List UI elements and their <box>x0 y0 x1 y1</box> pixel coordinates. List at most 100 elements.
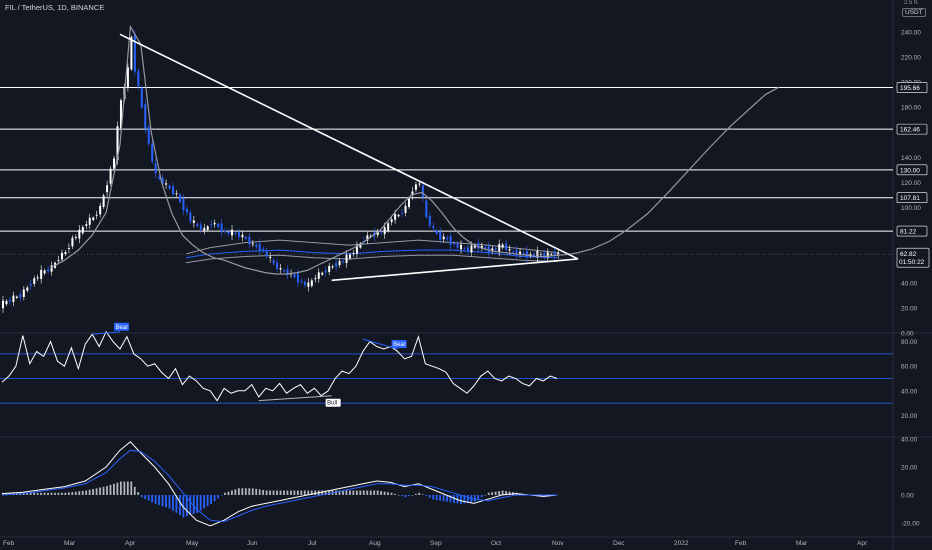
macd-histogram-bar <box>88 489 91 495</box>
candle-body <box>317 272 320 279</box>
candle-body <box>269 256 272 259</box>
level-price-label: 195.66 <box>900 85 920 92</box>
macd-histogram-bar <box>362 490 365 495</box>
macd-histogram-bar <box>310 490 313 495</box>
macd-histogram-bar <box>227 491 230 495</box>
macd-histogram-bar <box>116 482 119 495</box>
macd-histogram-bar <box>196 495 199 513</box>
candle-body <box>33 278 36 284</box>
macd-histogram-bar <box>401 495 403 497</box>
candle-body <box>522 252 525 255</box>
candle-body <box>525 251 528 258</box>
candle-body <box>338 260 341 266</box>
time-tick-label: Apr <box>857 540 868 547</box>
macd-histogram-bar <box>321 490 324 495</box>
candle-body <box>401 212 404 214</box>
macd-histogram-bar <box>130 481 133 495</box>
candle-body <box>543 252 546 257</box>
time-tick-label: Apr <box>125 540 136 547</box>
candle-body <box>231 229 234 236</box>
macd-histogram-bar <box>231 490 233 495</box>
macd-histogram-bar <box>57 492 60 495</box>
macd-histogram-bar <box>144 495 147 499</box>
candle-body <box>144 104 147 129</box>
macd-histogram-bar <box>158 495 160 506</box>
candle-body <box>237 232 240 237</box>
candle-body <box>248 236 251 245</box>
level-price-label-box <box>896 123 928 135</box>
macd-histogram-bar <box>418 492 421 495</box>
candle-body <box>498 244 501 252</box>
candle-body <box>394 214 397 220</box>
candle-body <box>12 295 15 303</box>
time-tick-label: Sep <box>430 540 442 547</box>
candle-body <box>460 244 463 250</box>
candle-body <box>466 247 469 252</box>
macd-histogram-bar <box>29 492 32 495</box>
rsi-tick-label: 60.00 <box>901 364 918 371</box>
macd-histogram-bar <box>383 491 386 495</box>
candle-body <box>283 270 286 272</box>
rsi-tick-label: 20.00 <box>901 413 918 420</box>
macd-histogram-bar <box>272 490 275 495</box>
macd-histogram-bar <box>466 495 469 503</box>
candle-body <box>349 254 351 259</box>
price-tick-label: 140.00 <box>901 155 921 162</box>
macd-histogram-bar <box>172 495 174 511</box>
macd-histogram-bar <box>40 492 42 495</box>
candle-body <box>43 270 46 274</box>
candle-body <box>546 252 549 258</box>
candle-body <box>539 253 542 255</box>
divergence-badge <box>391 339 407 348</box>
macd-histogram-bar <box>328 490 330 495</box>
macd-histogram-bar <box>355 490 358 495</box>
candle-body <box>331 266 334 268</box>
macd-histogram-bar <box>487 492 490 495</box>
macd-histogram-bar <box>199 495 202 511</box>
macd-histogram-bar <box>109 484 112 495</box>
candle-body <box>425 200 428 217</box>
candle-body <box>359 243 362 248</box>
candle-body <box>241 234 244 238</box>
macd-histogram-bar <box>47 492 49 495</box>
candle-body <box>85 224 88 226</box>
candle-body <box>217 223 220 227</box>
macd-histogram-bar <box>338 490 341 495</box>
candle-body <box>151 143 154 162</box>
last-price-box <box>896 247 930 268</box>
candle-body <box>178 194 181 202</box>
macd-histogram-bar <box>428 495 431 498</box>
candle-body <box>220 223 223 233</box>
macd-histogram-bar <box>491 492 494 495</box>
macd-histogram-bar <box>33 492 36 495</box>
symbol-title[interactable]: FIL / TetherUS, 1D, BINANCE <box>5 3 105 12</box>
macd-histogram-bar <box>224 492 226 495</box>
macd-histogram-bar <box>463 495 466 504</box>
macd-histogram-bar <box>283 490 285 495</box>
macd-histogram-bar <box>501 490 504 495</box>
macd-histogram-bar <box>175 495 178 513</box>
macd-histogram-bar <box>473 495 476 502</box>
candle-body <box>40 269 43 279</box>
candle-body <box>324 270 327 273</box>
divergence-badge-label: Bull <box>327 401 337 407</box>
candle-body <box>60 252 63 260</box>
macd-histogram-bar <box>425 495 428 497</box>
price-tick-label: 40.00 <box>901 280 918 287</box>
candle-body <box>74 236 77 238</box>
candle-body <box>255 244 258 247</box>
macd-histogram-bar <box>435 495 438 501</box>
candle-body <box>456 244 459 248</box>
candle-body <box>133 34 136 72</box>
macd-histogram-bar <box>43 492 46 495</box>
macd-histogram-bar <box>255 488 258 495</box>
bar-countdown-label: 01:50:22 <box>899 259 925 266</box>
candle-body <box>262 248 265 251</box>
time-tick-label: May <box>186 540 199 547</box>
candle-body <box>8 299 11 302</box>
candle-body <box>328 266 331 272</box>
currency-badge[interactable]: USDT <box>902 8 926 17</box>
macd-histogram-bar <box>279 490 282 495</box>
macd-histogram-bar <box>151 495 154 503</box>
macd-histogram-bar <box>335 490 337 495</box>
